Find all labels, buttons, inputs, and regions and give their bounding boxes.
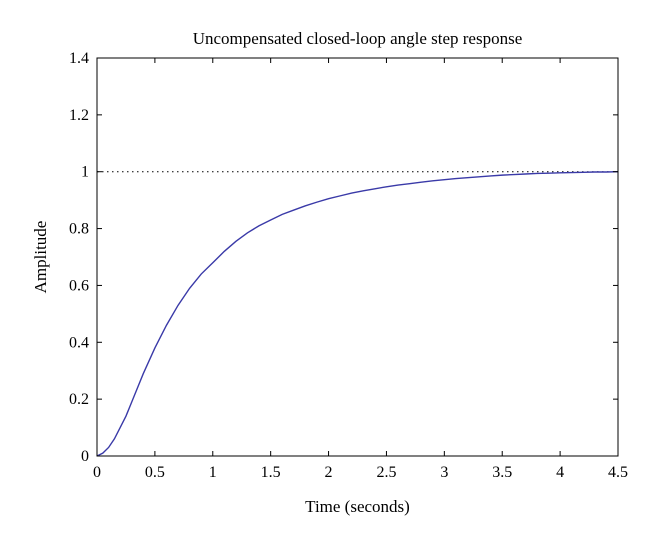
y-tick-label: 0.2 (69, 391, 89, 408)
plot-frame (96, 57, 619, 457)
x-tick-label: 0.5 (145, 464, 165, 481)
x-tick-label: 0 (93, 464, 101, 481)
x-tick-label: 4.5 (608, 464, 628, 481)
x-tick-label: 3 (440, 464, 448, 481)
plot-area: 0 0.5 1 1.5 2 2.5 3 3.5 4 4.5 0 0.2 0.4 0.6 0.8 1 1.2 1.4 (69, 50, 628, 481)
y-tick-label: 0.4 (69, 334, 89, 351)
x-tick-label: 2 (325, 464, 333, 481)
x-tick-label: 1.5 (261, 464, 281, 481)
y-tick-label: 1 (81, 164, 89, 181)
y-tick-label: 1.2 (69, 107, 89, 124)
y-tick-label: 0 (81, 448, 89, 465)
chart-title: Uncompensated closed-loop angle step res… (193, 29, 523, 48)
y-tick-label: 0.8 (69, 221, 89, 238)
x-tick-label: 4 (556, 464, 564, 481)
x-tick-label: 3.5 (492, 464, 512, 481)
y-tick-label: 1.4 (69, 50, 89, 67)
x-axis-label: Time (seconds) (305, 497, 410, 516)
x-tick-label: 1 (209, 464, 217, 481)
y-tick-label: 0.6 (69, 277, 89, 294)
y-axis-label: Amplitude (31, 221, 50, 294)
series-line-0 (96, 171, 619, 457)
x-tick-label: 2.5 (376, 464, 396, 481)
